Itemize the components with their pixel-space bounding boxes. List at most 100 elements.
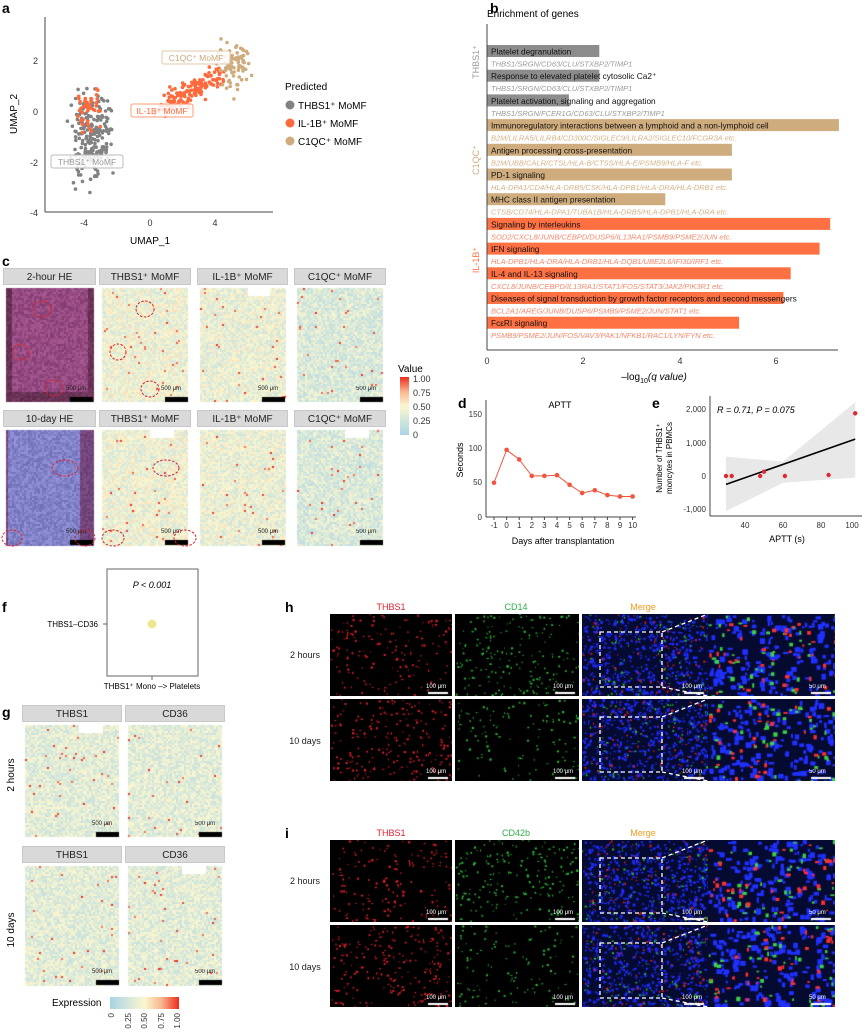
- a-point: [79, 145, 83, 150]
- a-point: [170, 94, 175, 99]
- d-point: [605, 492, 610, 498]
- d-xtick: 8: [605, 521, 610, 530]
- g-colorbar-tick: 1.00: [173, 1012, 182, 1028]
- c-tile-header: THBS1⁺ MoMF: [99, 410, 191, 427]
- merge-micrograph: [582, 699, 708, 781]
- a-point: [235, 51, 239, 55]
- a-point: [80, 130, 85, 135]
- a-point: [220, 83, 225, 87]
- h-header-cd14: CD14: [504, 602, 527, 612]
- panel-g-overlay: 2 hours 10 days Expression 0 0.25 0.50 0…: [6, 758, 182, 1028]
- a-point: [199, 85, 203, 90]
- e-ylabel-line1: Number of THBS1⁺: [655, 423, 664, 492]
- c-tile-scalebar-label: 500 μm: [356, 386, 377, 392]
- d-xtick: -1: [490, 521, 498, 530]
- g-tile-header: CD36: [125, 846, 225, 863]
- c-tile-header: C1QC⁺ MoMF: [294, 410, 386, 427]
- scalebar-label: 100 μm: [682, 910, 703, 916]
- a-point: [84, 134, 89, 139]
- d-point: [630, 494, 635, 499]
- b-gene-list: PSMB9/PSME2/JUN/FOS/VAV3/PAK1/NFKB1/RAC1…: [491, 331, 715, 340]
- g-colorbar-tick: 0.50: [140, 1012, 149, 1028]
- zoom-region-box: [599, 857, 663, 914]
- a-point: [84, 116, 89, 120]
- scalebar-label: 100 μm: [553, 684, 574, 690]
- a-point: [100, 115, 105, 119]
- a-point: [80, 141, 85, 146]
- a-point: [233, 57, 238, 62]
- b-group-c1qc: C1QC⁺: [471, 145, 481, 175]
- a-point: [235, 87, 240, 92]
- c-tile-scalebar-label: 500 μm: [356, 529, 377, 535]
- a-point: [239, 55, 243, 60]
- merge-micrograph: [582, 840, 708, 922]
- scalebar-label: 100 μm: [553, 995, 574, 1001]
- hi-zoom-boxes: [599, 613, 709, 1008]
- a-point: [211, 83, 216, 87]
- zoom-region-box: [599, 942, 663, 999]
- a-point: [78, 173, 83, 177]
- a-point: [201, 78, 205, 82]
- a-point: [86, 114, 91, 118]
- b-xlabel: –log10(q value): [621, 372, 687, 385]
- c-colorbar-tick: 0.50: [413, 402, 431, 412]
- c-roi-circles: [1, 300, 197, 547]
- thbs1-micrograph: [330, 614, 452, 696]
- a-cluster-label-box: [161, 50, 231, 65]
- b-bar: [487, 69, 600, 82]
- i-row-label: 10 days: [289, 962, 321, 972]
- c-tile-header: 2-hour HE: [3, 268, 96, 285]
- b-bar: [487, 119, 839, 132]
- a-cluster-label-il1b: IL-1B⁺ MoMF: [136, 106, 187, 116]
- g-colorbar-tick: 0.25: [124, 1012, 133, 1028]
- a-point: [212, 70, 217, 74]
- merge-zoom-micrograph: [708, 925, 835, 1007]
- a-point: [88, 126, 92, 131]
- g-colorbar-tick: 0.75: [157, 1012, 166, 1028]
- panel-label-h: h: [285, 599, 294, 615]
- a-point: [109, 142, 113, 147]
- a-point: [243, 67, 248, 72]
- scalebar-label: 100 μm: [426, 769, 447, 775]
- a-point: [219, 37, 223, 41]
- a-point: [212, 77, 216, 82]
- a-cluster-label-c1qc: C1QC⁺ MoMF: [169, 53, 224, 63]
- a-point: [77, 108, 82, 113]
- b-bar: [487, 143, 732, 156]
- b-term-label: Diseases of signal transduction by growt…: [491, 294, 797, 304]
- a-cluster-label-box: [50, 154, 124, 169]
- panel-h-labels: THBS1 CD14 Merge 2 hours 10 days: [289, 602, 656, 746]
- b-bar: [487, 217, 831, 230]
- c-tile-header: IL-1B⁺ MoMF: [197, 410, 288, 427]
- scalebar-label: 50 μm: [809, 910, 826, 916]
- thbs1-micrograph: [330, 699, 452, 781]
- a-point: [225, 40, 229, 45]
- scalebar-label: 100 μm: [553, 910, 574, 916]
- a-point: [89, 96, 93, 101]
- a-point: [214, 67, 219, 71]
- a-xtick: -4: [80, 218, 88, 228]
- a-point: [168, 85, 172, 89]
- zoom-region-box: [599, 631, 663, 688]
- a-point: [187, 89, 192, 93]
- scalebar-label: 100 μm: [426, 995, 447, 1001]
- a-point: [98, 109, 102, 113]
- a-point: [167, 95, 172, 100]
- a-point: [76, 169, 81, 174]
- d-xtick: 2: [530, 521, 535, 530]
- c-colorbar-tick: 0.25: [413, 416, 431, 426]
- e-xtick: 100: [845, 521, 859, 530]
- c-colorbar-tick: 0: [413, 430, 418, 440]
- b-term-label: IL-4 and IL-13 signaling: [491, 269, 578, 279]
- d-point: [554, 472, 560, 478]
- b-bars: Platelet degranulation THBS1/SRGN/CD63/CL…: [487, 45, 839, 340]
- d-line: [493, 449, 633, 497]
- a-point: [166, 99, 171, 103]
- a-point: [239, 78, 244, 82]
- a-point: [104, 115, 109, 120]
- a-point: [95, 130, 100, 134]
- d-point: [542, 473, 547, 479]
- a-point: [95, 97, 100, 101]
- d-xtick: 1: [517, 521, 522, 530]
- a-point: [224, 74, 229, 78]
